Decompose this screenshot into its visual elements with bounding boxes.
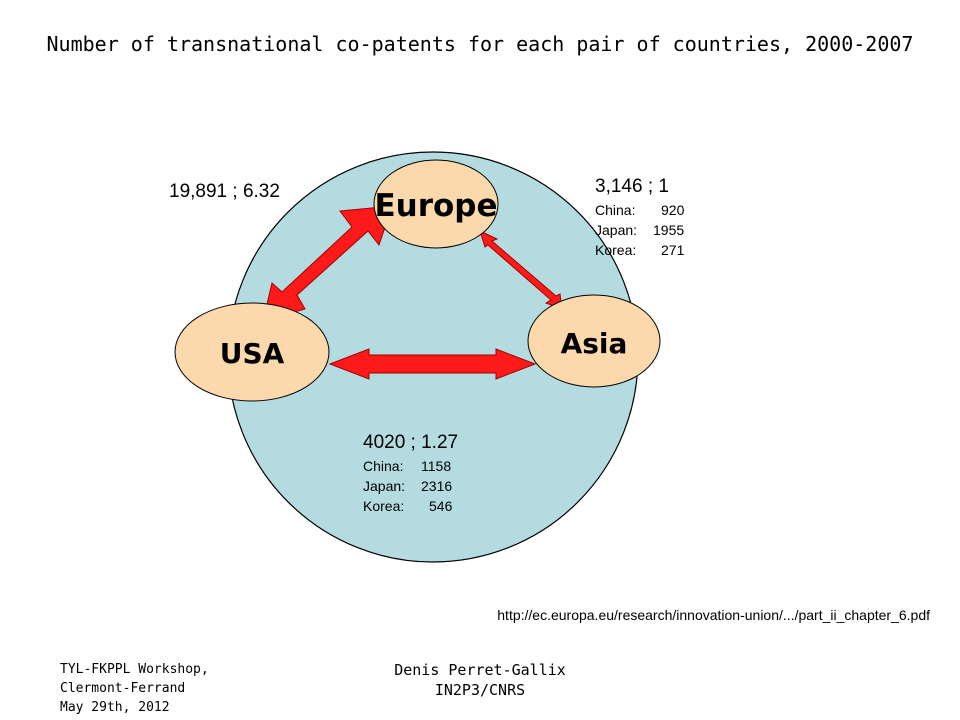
usa-asia-japan: Japan: 2316 [363, 478, 453, 494]
asia-label: Asia [561, 327, 628, 360]
usa-node [174, 302, 330, 402]
europe-label: Europe [374, 188, 497, 224]
footer-event-line: TYL-FKPPL Workshop, [60, 662, 209, 677]
asia-node [527, 294, 661, 388]
europe-asia-breakdown: China: 920 Japan: 1955 Korea: 271 [595, 200, 684, 260]
europe-asia-china: China: 920 [595, 202, 685, 218]
europe-asia-info: 3,146 ; 1 China: 920 Japan: 1955 Korea: 271 [595, 176, 684, 260]
footer-event: TYL-FKPPL Workshop, Clermont-Ferrand May… [60, 660, 209, 717]
usa-asia-arrow [328, 348, 537, 380]
usa-label: USA [220, 337, 285, 370]
footer-author-line: Denis Perret-Gallix [394, 661, 566, 679]
usa-asia-korea: Korea: 546 [363, 498, 453, 514]
usa-asia-breakdown: China: 1158 Japan: 2316 Korea: 546 [363, 456, 458, 516]
footer-author: Denis Perret-Gallix IN2P3/CNRS [360, 660, 600, 700]
usa-asia-china: China: 1158 [363, 458, 452, 474]
footer-author-line: IN2P3/CNRS [434, 681, 526, 699]
europe-asia-korea: Korea: 271 [595, 242, 685, 258]
page-title: Number of transnational co-patents for e… [46, 32, 914, 56]
footer-event-line: Clermont-Ferrand [60, 681, 186, 696]
usa-asia-value: 4020 ; 1.27 [363, 432, 459, 453]
usa-europe-value: 19,891 ; 6.32 [169, 181, 280, 202]
europe-node [373, 159, 499, 249]
europe-asia-value: 3,146 ; 1 [595, 176, 669, 197]
source-link[interactable]: http://ec.europa.eu/research/innovation-… [497, 607, 930, 623]
usa-asia-info: 4020 ; 1.27 China: 1158 Japan: 2316 Korea:… [363, 432, 458, 516]
europe-asia-japan: Japan: 1955 [595, 222, 685, 238]
footer-event-line: May 29th, 2012 [60, 700, 170, 715]
